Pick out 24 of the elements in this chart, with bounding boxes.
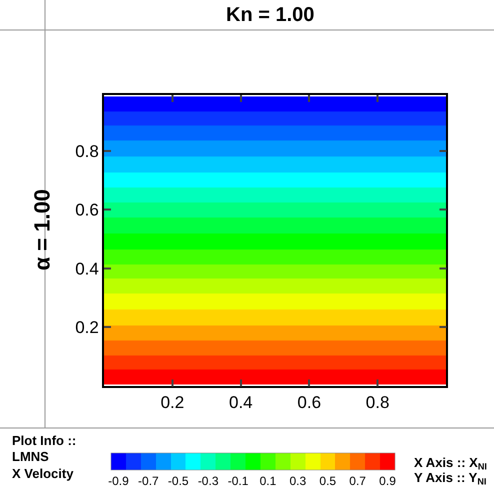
color-bar-label: -0.1 <box>228 474 249 488</box>
color-bar-title: LMNS X Velocity <box>12 449 74 481</box>
color-bar-label: -0.9 <box>108 474 130 488</box>
y-tick-label: 0.2 <box>75 318 99 338</box>
color-bar-label: -0.5 <box>168 474 189 488</box>
x-tick-label: 0.2 <box>160 393 184 412</box>
color-bar-label: 0.9 <box>379 474 396 488</box>
color-bar-label: -0.7 <box>138 474 160 488</box>
y-tick-label: 0.8 <box>75 142 99 161</box>
text: Plot Info :: <box>12 433 76 448</box>
y-axis-title: α = 1.00 <box>30 189 54 270</box>
x-tick-label: 0.4 <box>228 393 253 412</box>
color-bar-label: 0.3 <box>289 474 307 488</box>
x-tick-label: 0.6 <box>297 393 322 412</box>
y-tick-label: 0.6 <box>75 200 99 220</box>
chart-title: Kn = 1.00 <box>226 4 314 26</box>
text: Y Axis :: Y$_{NI}$ <box>414 470 486 487</box>
color-bar-label: 0.5 <box>319 474 336 488</box>
color-bar-label: 0.1 <box>260 474 277 488</box>
color-bar-label: -0.3 <box>198 474 219 488</box>
y-tick-label: 0.4 <box>75 259 99 278</box>
x-tick-label: 0.8 <box>366 393 390 412</box>
color-bar-label: 0.7 <box>349 474 366 488</box>
text: X Axis :: X$_{NI}$ <box>414 455 487 472</box>
